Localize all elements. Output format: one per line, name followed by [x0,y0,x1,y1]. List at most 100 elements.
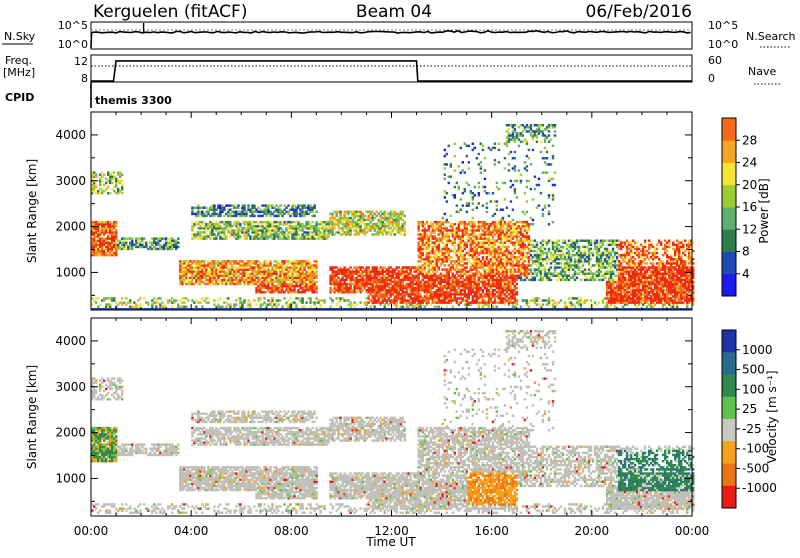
power-cell [420,293,422,295]
power-cell [480,273,482,275]
power-cell [516,293,518,295]
power-cell [460,147,462,149]
power-cell [410,268,412,270]
power-cell [494,143,496,145]
power-cell [446,306,448,308]
power-cell [526,165,528,167]
power-cell [424,227,426,229]
power-cell [510,285,512,287]
power-cell [311,211,313,213]
power-cell [115,237,117,239]
power-cell [484,299,486,301]
noise-panel: N.Sky 10^5 10^0 10^5 10^0 N.Search [2,19,796,51]
power-cell [217,303,219,305]
power-cell [502,229,504,231]
nave-right-tick-bottom: 0 [708,72,715,85]
power-cell [99,303,101,305]
noise-left-tick-bottom: 10^0 [58,38,88,51]
power-cell [307,221,309,223]
power-cell [422,301,424,303]
power-cell [520,277,522,279]
power-cell [514,138,516,140]
power-cell [454,240,456,242]
power-cell [113,299,115,301]
power-cell [359,223,361,225]
power-cell [95,184,97,186]
power-cell [223,277,225,279]
power-cell [514,188,516,190]
power-cell [267,237,269,239]
power-cell [159,240,161,242]
power-cell [464,143,466,145]
power-cell [339,211,341,213]
power-cell [424,306,426,308]
power-cell [526,211,528,213]
power-cell [450,248,452,250]
power-cell [255,303,257,305]
power-cell [370,229,372,231]
power-cell [179,277,181,279]
noise-panel-frame [91,22,692,49]
power-cell [462,169,464,171]
power-cell [225,283,227,285]
power-cell [287,299,289,301]
power-cell [512,283,514,285]
power-cell [420,246,422,248]
power-cell [500,221,502,223]
power-cell [460,209,462,211]
power-cell [309,204,311,206]
power-cell [424,268,426,270]
power-cell [315,289,317,291]
power-cell [103,299,105,301]
power-cell [237,221,239,223]
power-cell [239,260,241,262]
power-cell [512,260,514,262]
power-cell [243,207,245,209]
power-cell [480,293,482,295]
power-cell [221,211,223,213]
power-cell [484,260,486,262]
power-cell [279,209,281,211]
power-cell [504,157,506,159]
power-cell [207,211,209,213]
power-cell [295,283,297,285]
power-cell [199,301,201,303]
power-cell [239,277,241,279]
power-cell [422,250,424,252]
power-cell [466,244,468,246]
power-cell [121,174,123,176]
power-cell [450,215,452,217]
power-cell [420,289,422,291]
power-cell [187,299,189,301]
power-cell [514,244,516,246]
power-cell [267,227,269,229]
power-cell [430,244,432,246]
power-cell [339,213,341,215]
power-cell [97,306,99,308]
power-cell [359,277,361,279]
power-cell [93,171,95,173]
power-cell [299,268,301,270]
power-cell [331,299,333,301]
power-cell [392,293,394,295]
power-cell [484,244,486,246]
power-cell [518,169,520,171]
power-cell [516,299,518,301]
power-cell [315,297,317,299]
power-cell [287,237,289,239]
power-cell [313,215,315,217]
power-cell [458,211,460,213]
power-cell [404,215,406,217]
power-cell [522,134,524,136]
power-cell [384,266,386,268]
power-cell [259,306,261,308]
power-cell [341,297,343,299]
power-cell [257,260,259,262]
power-cell [151,306,153,308]
power-cell [480,233,482,235]
power-cell [458,188,460,190]
power-cell [331,213,333,215]
power-cell [472,143,474,145]
power-cell [496,209,498,211]
power-cell [526,169,528,171]
